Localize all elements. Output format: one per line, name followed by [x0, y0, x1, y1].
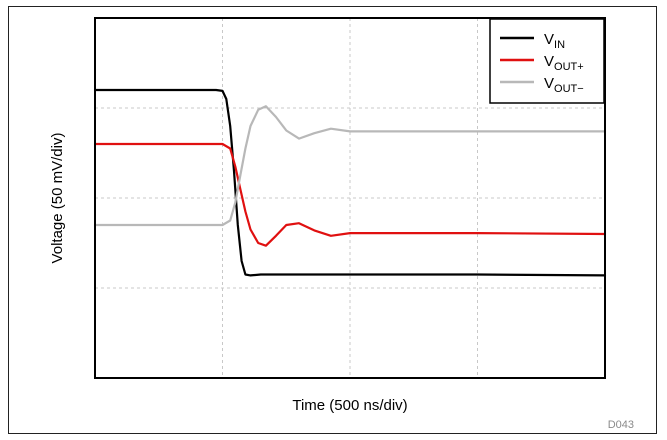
legend-label-vin: VIN [544, 31, 565, 51]
series-line-vout-plus [93, 142, 607, 247]
plot-frame [94, 17, 606, 379]
x-axis-label: Time (500 ns/div) [292, 397, 407, 414]
figure-border [8, 6, 657, 434]
series-line-vin [93, 88, 607, 277]
legend-label-vout-plus: VOUT+ [544, 53, 584, 73]
legend-box [489, 18, 605, 104]
y-axis-label: Voltage (50 mV/div) [49, 133, 66, 264]
legend-label-vout-minus: VOUT− [544, 75, 584, 95]
figure-id-label: D043 [608, 419, 634, 431]
series-line-vout-minus [93, 105, 607, 227]
